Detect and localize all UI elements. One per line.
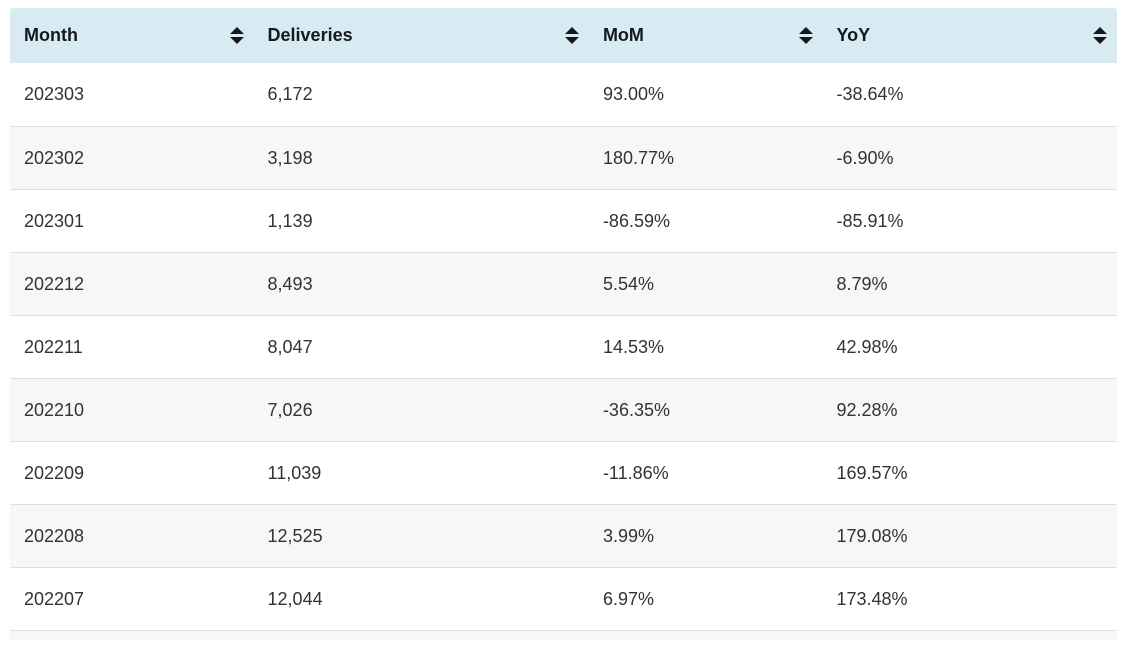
column-header-deliveries[interactable]: Deliveries [253,8,589,63]
sort-icon[interactable] [1093,27,1107,44]
cell-mom: 5.54% [588,252,823,315]
partial-next-row [10,630,1117,640]
cell-month: 202211 [10,315,254,378]
column-header-month[interactable]: Month [10,8,254,63]
cell-yoy: 173.48% [822,567,1117,630]
column-label-mom: MoM [602,25,644,45]
cell-yoy: 92.28% [822,378,1117,441]
table-row: 202211 8,047 14.53% 42.98% [10,315,1117,378]
table-row: 202212 8,493 5.54% 8.79% [10,252,1117,315]
column-label-yoy: YoY [836,25,871,45]
cell-deliveries: 3,198 [253,126,589,189]
cell-mom: 3.99% [588,504,823,567]
table-body: 202303 6,172 93.00% -38.64% 202302 3,198… [10,63,1117,630]
cell-month: 202303 [10,63,254,126]
cell-deliveries: 8,047 [253,315,589,378]
table-row: 202207 12,044 6.97% 173.48% [10,567,1117,630]
cell-yoy: -38.64% [822,63,1117,126]
cell-yoy: 179.08% [822,504,1117,567]
column-label-month: Month [24,25,78,45]
cell-month: 202210 [10,378,254,441]
cell-deliveries: 6,172 [253,63,589,126]
cell-yoy: 169.57% [822,441,1117,504]
cell-deliveries: 12,044 [253,567,589,630]
cell-yoy: 42.98% [822,315,1117,378]
table-header: Month Deliveries MoM [10,8,1117,63]
cell-yoy: 8.79% [822,252,1117,315]
cell-month: 202212 [10,252,254,315]
cell-mom: 93.00% [588,63,823,126]
table-row: 202210 7,026 -36.35% 92.28% [10,378,1117,441]
sort-icon[interactable] [229,27,244,44]
cell-mom: -36.35% [588,378,823,441]
cell-deliveries: 12,525 [253,504,589,567]
cell-month: 202208 [10,504,254,567]
cell-deliveries: 7,026 [253,378,589,441]
cell-mom: 14.53% [588,315,823,378]
cell-month: 202209 [10,441,254,504]
cell-mom: 6.97% [588,567,823,630]
table-row: 202208 12,525 3.99% 179.08% [10,504,1117,567]
deliveries-table: Month Deliveries MoM [10,8,1117,640]
cell-deliveries: 8,493 [253,252,589,315]
cell-mom: -11.86% [588,441,823,504]
cell-mom: 180.77% [588,126,823,189]
table-row: 202302 3,198 180.77% -6.90% [10,126,1117,189]
cell-yoy: -85.91% [822,189,1117,252]
header-row: Month Deliveries MoM [10,8,1117,63]
table-row: 202301 1,139 -86.59% -85.91% [10,189,1117,252]
sort-icon[interactable] [564,27,579,44]
column-label-deliveries: Deliveries [267,25,353,45]
cell-mom: -86.59% [588,189,823,252]
cell-month: 202302 [10,126,254,189]
column-header-yoy[interactable]: YoY [822,8,1117,63]
column-header-mom[interactable]: MoM [588,8,823,63]
cell-deliveries: 1,139 [253,189,589,252]
table-row: 202303 6,172 93.00% -38.64% [10,63,1117,126]
table-row: 202209 11,039 -11.86% 169.57% [10,441,1117,504]
cell-month: 202301 [10,189,254,252]
cell-yoy: -6.90% [822,126,1117,189]
sort-icon[interactable] [798,27,813,44]
cell-deliveries: 11,039 [253,441,589,504]
cell-month: 202207 [10,567,254,630]
